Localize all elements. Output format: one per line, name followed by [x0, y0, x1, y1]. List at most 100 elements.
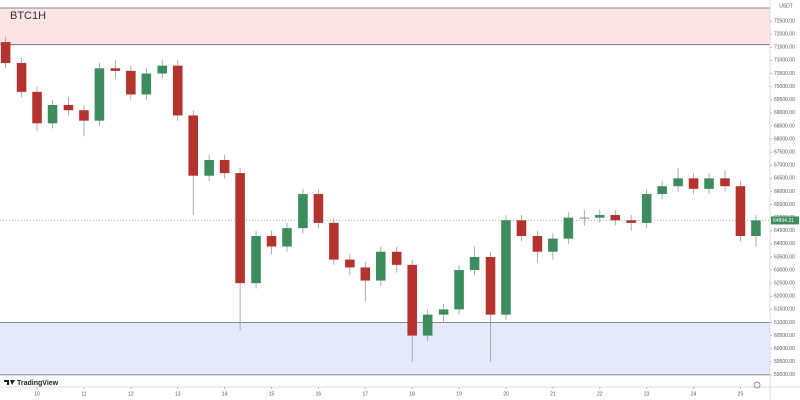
x-tick-label: 11	[81, 391, 86, 397]
candle-body	[548, 238, 558, 252]
y-tick-label: 61000.00	[774, 320, 795, 326]
candle-body	[0, 42, 11, 64]
y-tick-label: 60000.00	[774, 346, 795, 352]
y-tick-label: 62500.00	[774, 281, 795, 287]
y-tick-label: 71500.00	[774, 45, 795, 51]
x-tick-label: 19	[456, 391, 462, 397]
x-tick-label: 23	[644, 391, 650, 397]
y-tick-label: 63000.00	[774, 267, 795, 273]
candle-body	[501, 220, 511, 315]
candle-body	[188, 115, 198, 176]
y-tick-label: 70000.00	[774, 84, 795, 90]
symbol-title: BTC1H	[10, 10, 46, 22]
x-tick-label: 21	[550, 391, 556, 397]
candle-body	[610, 215, 621, 221]
candle-body	[579, 217, 590, 219]
last-price-box	[771, 216, 799, 225]
currency-label: USDT	[779, 3, 793, 9]
y-tick-label: 70500.00	[774, 71, 795, 77]
x-tick-label: 24	[691, 391, 697, 397]
candle-body	[94, 68, 105, 121]
candle-body	[282, 228, 292, 247]
candle-body	[594, 215, 605, 218]
brand-name: TradingView	[17, 380, 59, 387]
candle-body	[704, 178, 714, 189]
x-tick-label: 15	[269, 391, 275, 397]
candle-body	[657, 186, 667, 195]
candle-body	[391, 251, 402, 265]
y-tick-label: 66500.00	[774, 176, 795, 182]
y-tick-label: 72500.00	[774, 18, 795, 24]
y-tick-label: 68500.00	[774, 123, 795, 129]
zone	[0, 8, 770, 45]
y-tick-label: 59000.00	[774, 372, 795, 378]
candle-body	[407, 264, 417, 336]
brand-icon	[4, 380, 15, 385]
y-tick-label: 64000.00	[774, 241, 795, 247]
candle-body	[454, 270, 464, 310]
candle-body	[141, 73, 152, 95]
candle-body	[469, 256, 480, 271]
candle-body	[235, 173, 245, 284]
y-tick-label: 61500.00	[774, 307, 795, 313]
candle-body	[422, 314, 433, 336]
candle-body	[313, 194, 324, 223]
y-tick-label: 65500.00	[774, 202, 795, 208]
y-tick-label: 59500.00	[774, 359, 795, 365]
candle-body	[251, 236, 261, 284]
y-tick-label: 69500.00	[774, 97, 795, 103]
x-tick-label: 17	[363, 391, 369, 397]
candle-body	[673, 178, 683, 187]
last-price-label: 64894.31	[773, 218, 794, 224]
x-tick-label: 13	[175, 391, 181, 397]
candle-body	[47, 104, 58, 124]
x-tick-label: 12	[128, 391, 134, 397]
candle-body	[360, 267, 371, 281]
candle-body	[563, 217, 574, 239]
candle-body	[485, 256, 496, 315]
candle-body	[110, 68, 121, 71]
candle-body	[438, 309, 449, 315]
candle-body	[32, 91, 42, 124]
plot-area	[0, 7, 770, 376]
candle-body	[720, 178, 730, 187]
y-tick-label: 64500.00	[774, 228, 795, 234]
candle-body	[63, 104, 74, 111]
candle-body	[641, 194, 652, 223]
candle-body	[126, 70, 136, 95]
candle-body	[751, 220, 761, 236]
y-tick-label: 66000.00	[774, 189, 795, 195]
x-tick-label: 20	[503, 391, 509, 397]
candle-body	[345, 259, 355, 268]
y-tick-label: 69000.00	[774, 110, 795, 116]
x-tick-label: 22	[597, 391, 603, 397]
candle-body	[172, 65, 183, 116]
candle-body	[688, 178, 699, 189]
y-tick-label: 67500.00	[774, 149, 795, 155]
candle-body	[516, 220, 527, 236]
zone	[0, 322, 770, 375]
candle-body	[79, 110, 89, 121]
candle-body	[204, 160, 214, 176]
y-tick-label: 60500.00	[774, 333, 795, 339]
x-tick-label: 25	[738, 391, 744, 397]
y-tick-label: 72000.00	[774, 32, 795, 38]
candle-body	[266, 236, 277, 247]
y-tick-label: 71000.00	[774, 58, 795, 64]
candle-body	[532, 236, 543, 252]
candle-body	[157, 65, 168, 74]
x-tick-label: 10	[34, 391, 40, 397]
candle-body	[298, 194, 308, 229]
x-tick-label: 18	[409, 391, 415, 397]
alert-icon[interactable]	[753, 381, 761, 389]
candle-body	[375, 251, 386, 281]
candle-body	[219, 160, 230, 174]
y-tick-label: 62000.00	[774, 294, 795, 300]
y-tick-label: 63500.00	[774, 254, 795, 260]
y-tick-label: 67000.00	[774, 163, 795, 169]
candle-body	[735, 186, 746, 236]
candle-body	[329, 222, 339, 260]
candle-body	[626, 220, 636, 223]
x-tick-label: 14	[222, 391, 228, 397]
